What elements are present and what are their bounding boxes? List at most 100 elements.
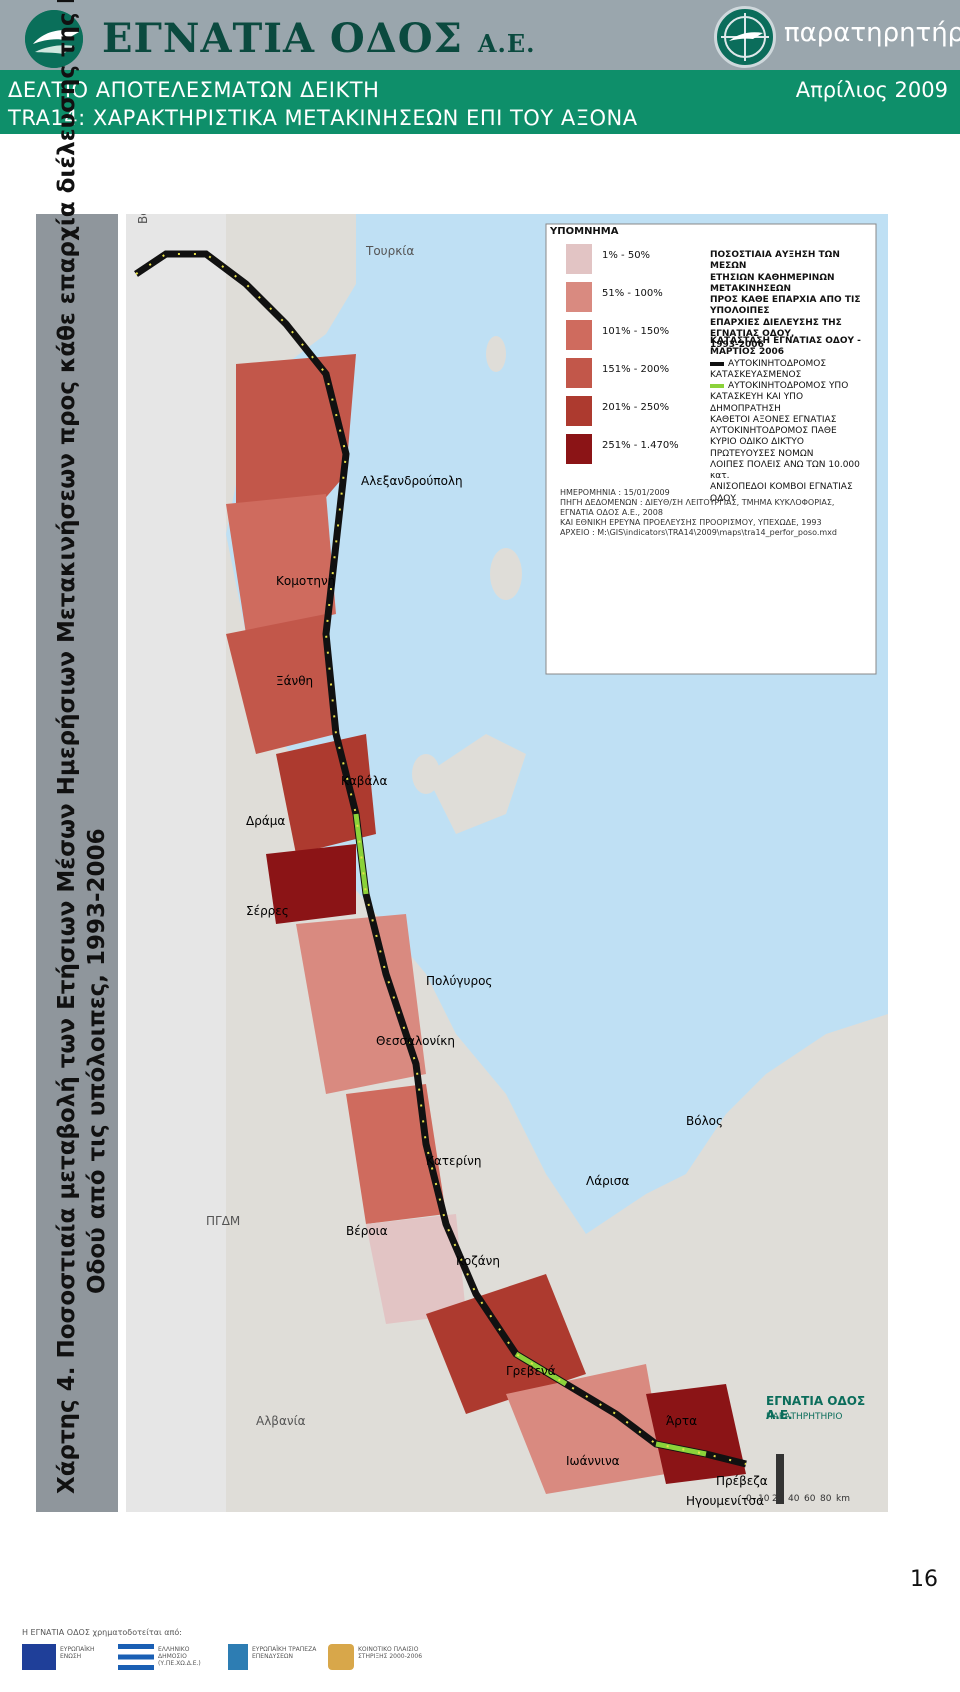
legend-status-heading: ΚΑΤΑΣΤΑΣΗ ΕΓΝΑΤΙΑΣ ΟΔΟΥ - ΜΑΡΤΙΟΣ 2006 [710,336,861,358]
brand-suffix: Α.Ε. [477,29,536,58]
footer-logo-eib: ΕΥΡΩΠΑΪΚΗ ΤΡΑΠΕΖΑ ΕΠΕΝΔΥΣΕΩΝ [252,1646,317,1660]
legend-class-2: 51% - 100% [602,288,663,299]
caption-line-2: Οδού από τις υπόλοιπες, 1993-2006 [84,828,110,1294]
legend-swatch-2 [566,282,592,312]
city-label-ioannina: Ιωάννινα [566,1454,620,1468]
scale-label-10: 10 [758,1494,770,1504]
legend-heading-line-4: ΕΠΑΡΧΙΕΣ ΔΙΕΛΕΥΣΗΣ ΤΗΣ ΕΓΝΑΤΙΑΣ ΟΔΟΥ, [710,317,842,339]
legend-swatch-4 [566,358,592,388]
csf-logo-icon [328,1644,354,1670]
legend-class-1: 1% - 50% [602,250,651,261]
legend-heading-line-3: ΠΡΟΣ ΚΑΘΕ ΕΠΑΡΧΙΑ ΑΠΟ ΤΙΣ ΥΠΟΛΟΙΠΕΣ [710,295,861,317]
city-label-drama: Δράμα [246,814,286,828]
island-thasos [412,754,440,794]
island-samothraki [490,548,522,600]
legend-meta-source-2: ΚΑΙ ΕΘΝΙΚΗ ΕΡΕΥΝΑ ΠΡΟΕΛΕΥΣΗΣ ΠΡΟΟΡΙΣΜΟΥ,… [560,518,822,527]
motorway-construction-line [353,813,707,1457]
legend-content: ΥΠΟΜΝΗΜΑ 1% - 50% 51% - 100% 101% - 150%… [550,226,870,537]
report-title: ΔΕΛΤΙΟ ΑΠΟΤΕΛΕΣΜΑΤΩΝ ΔΕΙΚΤΗ [8,78,380,102]
city-label-polygyros: Πολύγυρος [426,974,493,988]
legend-status-built: ΑΥΤΟΚΙΝΗΤΟΔΡΟΜΟΣ ΚΑΤΑΣΚΕΥΑΣΜΕΝΟΣ [710,358,827,380]
scale-bar-segment [776,1454,784,1504]
scale-label-60: 60 [804,1494,816,1504]
legend-interchanges: ΑΝΙΣΟΠΕΔΟΙ ΚΟΜΒΟΙ ΕΓΝΑΤΙΑΣ ΟΔΟΥ [710,482,853,504]
legend-class-3: 101% - 150% [602,326,670,337]
legend-swatch-5 [566,396,592,426]
observatory-label: παρατηρητήριο [784,18,960,48]
map-figure: Βουλγαρία Τουρκία ΠΓΔΜ Αλβανία Αλεξανδρο… [126,214,888,1512]
country-label-fyrom: ΠΓΔΜ [206,1214,241,1228]
scale-label-0: 0 [746,1494,752,1504]
observatory-icon [714,6,776,68]
zone-serres [266,844,356,924]
legend-class-4: 151% - 200% [602,364,670,375]
legend-meta-file: ΑΡΧΕΙΟ : M:\GIS\indicators\TRA14\2009\ma… [560,528,837,537]
map-logo-brand: ΕΓΝΑΤΙΑ ΟΔΟΣ Α.Ε. [766,1394,866,1422]
zone-komotini [226,494,336,634]
city-label-katerini: Κατερίνη [426,1154,482,1168]
city-label-veria: Βέροια [346,1224,388,1238]
legend-swatch-1 [566,244,592,274]
city-label-komotini: Κομοτηνή [276,574,336,588]
page-number: 16 [910,1567,938,1592]
zone-xanthi [226,614,336,754]
map-logo-sub: ΠΑΡΑΤΗΡΗΤΗΡΙΟ [766,1412,843,1422]
zone-kozani [366,1214,466,1324]
map-canvas [126,214,888,1512]
city-label-alexandroupoli: Αλεξανδρούπολη [361,474,463,488]
city-label-serres: Σέρρες [246,904,289,918]
city-label-thessaloniki: Θεσσαλονίκη [376,1034,455,1048]
legend-heading-line-5: 1993-2006 [710,340,764,350]
legend-vertical-axes: ΚΑΘΕΤΟΙ ΑΞΟΝΕΣ ΕΓΝΑΤΙΑΣ [710,414,837,425]
scale-bar [776,1454,784,1504]
zone-kavala [276,734,376,854]
country-label-bulgaria: Βουλγαρία [136,214,150,224]
header-banner: ΕΓΝΑΤΙΑ ΟΔΟΣ Α.Ε. παρατηρητήριο ΔΕΛΤΙΟ Α… [0,0,960,134]
zone-thessaloniki [296,914,426,1094]
prefecture-shading [226,354,746,1494]
legend-swatch-3 [566,320,592,350]
legend-class-heading: ΠΟΣΟΣΤΙΑΙΑ ΑΥΞΗΣΗ ΤΩΝ ΜΕΣΩΝ ΕΤΗΣΙΩΝ ΚΑΘΗ… [710,250,870,351]
chalkidiki-land [426,734,526,834]
city-label-volos: Βόλος [686,1114,724,1128]
scale-unit: km [836,1494,850,1504]
footer-logo-greek-state: ΕΛΛΗΝΙΚΟ ΔΗΜΟΣΙΟ (Υ.ΠΕ.ΧΩ.Δ.Ε.) [158,1646,201,1667]
country-label-albania: Αλβανία [256,1414,306,1428]
legend-swatch-6 [566,434,592,464]
legend-status-section: ΚΑΤΑΣΤΑΣΗ ΕΓΝΑΤΙΑΣ ΟΔΟΥ - ΜΑΡΤΙΟΣ 2006 Α… [710,336,870,505]
legend-box [545,223,877,675]
caption-band: Χάρτης 4. Ποσοστιαία μεταβολή των Ετήσιω… [36,0,118,1512]
legend-heading-line-1: ΠΟΣΟΣΤΙΑΙΑ ΑΥΞΗΣΗ ΤΩΝ ΜΕΣΩΝ [710,250,840,272]
city-label-xanthi: Ξάνθη [276,674,314,688]
legend-class-5: 201% - 250% [602,402,670,413]
legend-class-6: 251% - 1.470% [602,440,679,451]
legend-prefecture-capitals: ΠΡΩΤΕΥΟΥΣΕΣ ΝΟΜΩΝ [710,448,814,459]
report-subtitle: TRA14: ΧΑΡΑΚΤΗΡΙΣΤΙΚΑ ΜΕΤΑΚΙΝΗΣΕΩΝ ΕΠΙ Τ… [8,106,638,130]
legend-status-construction: ΑΥΤΟΚΙΝΗΤΟΔΡΟΜΟΣ ΥΠΟ ΚΑΤΑΣΚΕΥΗ ΚΑΙ ΥΠΟ Δ… [710,381,849,414]
city-label-arta: Άρτα [666,1414,698,1428]
legend-towns: ΛΟΙΠΕΣ ΠΟΛΕΙΣ ΑΝΩ ΤΩΝ 10.000 κατ. [710,459,860,481]
legend-title: ΥΠΟΜΝΗΜΑ [550,226,619,237]
legend-meta-source: ΠΗΓΗ ΔΕΔΟΜΕΝΩΝ : ΔΙΕΥΘ/ΣΗ ΛΕΙΤΟΥΡΓΙΑΣ, Τ… [560,498,835,517]
brand-main: ΕΓΝΑΤΙΑ ΟΔΟΣ [102,15,463,62]
scale-label-80: 80 [820,1494,832,1504]
report-date: Απρίλιος 2009 [795,78,948,102]
legend-main-road: ΚΥΡΙΟ ΟΔΙΚΟ ΔΙΚΤΥΟ [710,437,804,448]
zone-ioannina [506,1364,666,1494]
legend-heading-line-2: ΕΤΗΣΙΩΝ ΚΑΘΗΜΕΡΙΝΩΝ ΜΕΤΑΚΙΝΗΣΕΩΝ [710,272,835,294]
egnatia-motorway [134,250,747,1468]
legend-panel [545,223,877,675]
footer-logo-eu: ΕΥΡΩΠΑΪΚΗ ΕΝΩΣΗ [60,1646,95,1660]
legend-meta-date: ΗΜΕΡΟΜΗΝΙΑ : 15/01/2009 [560,488,670,497]
motorway-built-icon [710,361,724,366]
brand-name: ΕΓΝΑΤΙΑ ΟΔΟΣ Α.Ε. [102,15,536,62]
scale-label-40: 40 [788,1494,800,1504]
northern-neighbours-land [126,214,226,1512]
eib-logo-icon [228,1644,248,1670]
footer-sponsor-text: Η ΕΓΝΑΤΙΑ ΟΔΟΣ χρηματοδοτείται από: [22,1628,182,1637]
legend-pathe: ΑΥΤΟΚΙΝΗΤΟΔΡΟΜΟΣ ΠΑΘΕ [710,426,837,436]
header-top-bar: ΕΓΝΑΤΙΑ ΟΔΟΣ Α.Ε. παρατηρητήριο [0,0,960,70]
city-label-larisa: Λάρισα [586,1174,630,1188]
eu-flag-icon [22,1644,56,1670]
motorway-under-construction-icon [710,384,724,388]
